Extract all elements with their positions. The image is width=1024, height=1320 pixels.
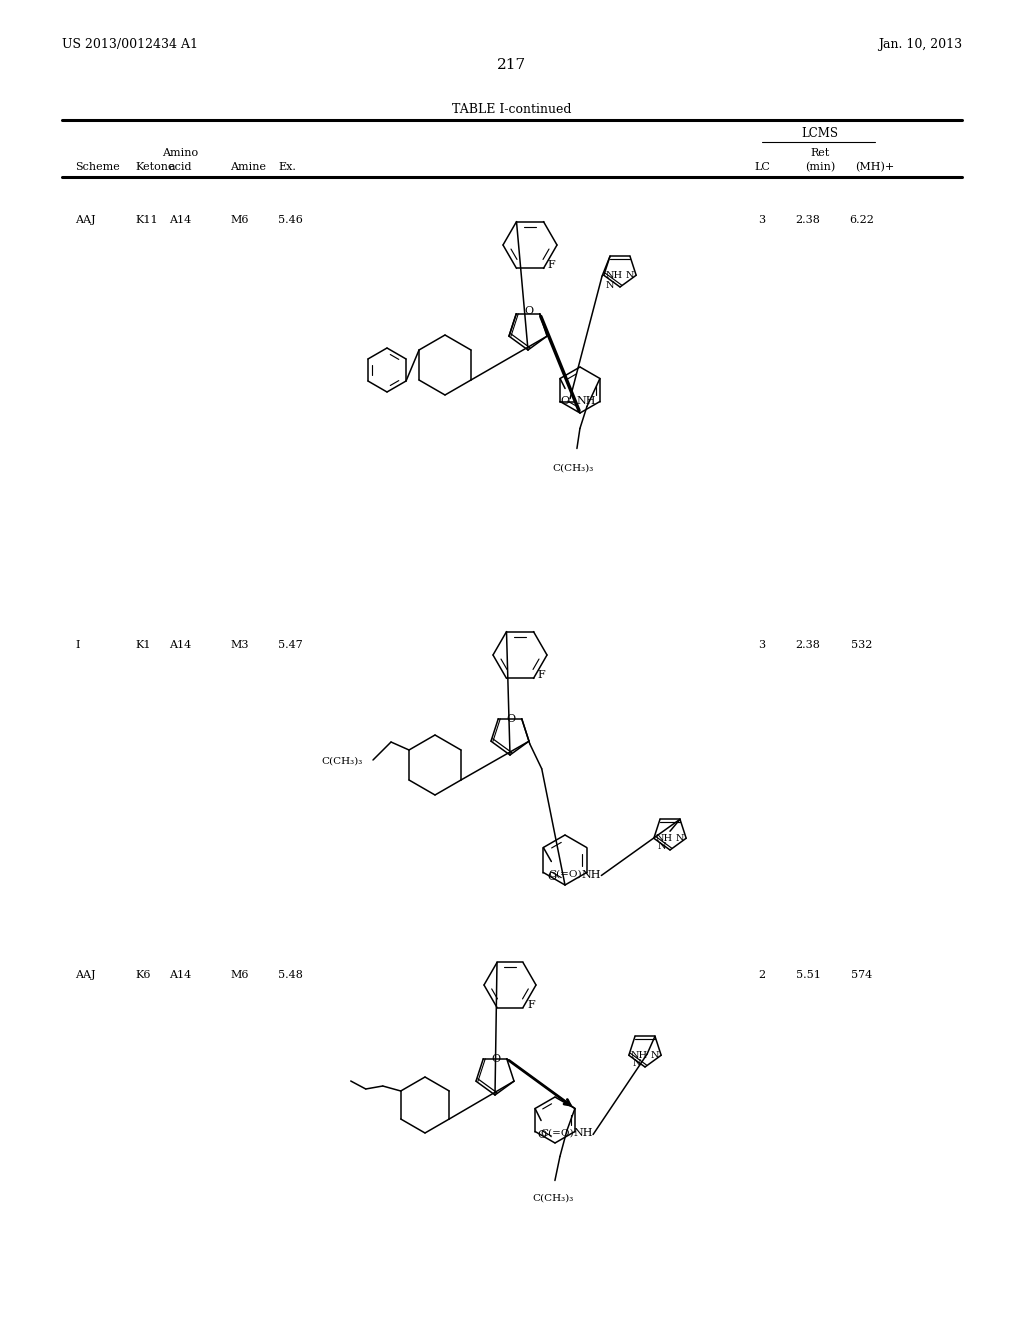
Text: TABLE I-continued: TABLE I-continued: [453, 103, 571, 116]
Text: NH: NH: [573, 1129, 593, 1138]
Text: NH: NH: [655, 834, 673, 842]
Text: 5.47: 5.47: [278, 640, 303, 649]
Text: O: O: [560, 396, 569, 407]
Text: O: O: [506, 714, 515, 723]
Text: 217: 217: [498, 58, 526, 73]
Text: Ex.: Ex.: [278, 162, 296, 172]
Text: 6.22: 6.22: [850, 215, 874, 224]
Text: 3: 3: [759, 640, 766, 649]
Text: LCMS: LCMS: [802, 127, 839, 140]
Text: A14: A14: [169, 215, 191, 224]
Text: N: N: [605, 281, 614, 290]
Text: NH: NH: [577, 396, 596, 407]
Text: F: F: [527, 999, 535, 1010]
Text: Ret: Ret: [810, 148, 829, 158]
Text: 5.46: 5.46: [278, 215, 303, 224]
Text: F: F: [538, 671, 545, 680]
Text: 5.51: 5.51: [796, 970, 820, 979]
Text: Ketone: Ketone: [135, 162, 174, 172]
Text: K1: K1: [135, 640, 151, 649]
Text: N: N: [657, 842, 666, 851]
Text: AAJ: AAJ: [75, 215, 95, 224]
Text: A14: A14: [169, 970, 191, 979]
Text: C(CH₃)₃: C(CH₃)₃: [552, 463, 594, 473]
Text: Amine: Amine: [230, 162, 266, 172]
Text: K6: K6: [135, 970, 151, 979]
Text: O: O: [492, 1053, 501, 1064]
Text: 532: 532: [851, 640, 872, 649]
Text: acid: acid: [168, 162, 191, 172]
Text: NH: NH: [631, 1051, 648, 1060]
Text: M6: M6: [230, 970, 249, 979]
Text: I: I: [75, 640, 80, 649]
Text: M6: M6: [230, 215, 249, 224]
Text: O: O: [538, 1130, 547, 1140]
Text: 5.48: 5.48: [278, 970, 303, 979]
Text: US 2013/0012434 A1: US 2013/0012434 A1: [62, 38, 198, 51]
Text: C(=O): C(=O): [548, 870, 582, 879]
Text: 2: 2: [759, 970, 766, 979]
Text: 3: 3: [759, 215, 766, 224]
Text: F: F: [548, 260, 555, 271]
Text: N: N: [626, 271, 634, 280]
Text: NH: NH: [606, 271, 623, 280]
Text: C(CH₃)₃: C(CH₃)₃: [532, 1193, 573, 1203]
Text: C(=O): C(=O): [540, 1129, 573, 1138]
Text: C(CH₃)₃: C(CH₃)₃: [322, 756, 362, 766]
Text: 574: 574: [851, 970, 872, 979]
Text: N: N: [650, 1051, 659, 1060]
Text: M3: M3: [230, 640, 249, 649]
Text: O: O: [548, 873, 557, 883]
Text: N: N: [676, 834, 684, 842]
Text: AAJ: AAJ: [75, 970, 95, 979]
Text: (min): (min): [805, 162, 836, 173]
Text: O: O: [524, 306, 534, 315]
Text: 2.38: 2.38: [796, 215, 820, 224]
Text: A14: A14: [169, 640, 191, 649]
Text: Scheme: Scheme: [75, 162, 120, 172]
Text: LC: LC: [754, 162, 770, 172]
Text: 2.38: 2.38: [796, 640, 820, 649]
Text: Jan. 10, 2013: Jan. 10, 2013: [878, 38, 962, 51]
Text: N: N: [633, 1059, 641, 1068]
Text: NH: NH: [582, 870, 601, 879]
Text: (MH)+: (MH)+: [855, 162, 895, 173]
Text: K11: K11: [135, 215, 158, 224]
Text: Amino: Amino: [162, 148, 198, 158]
